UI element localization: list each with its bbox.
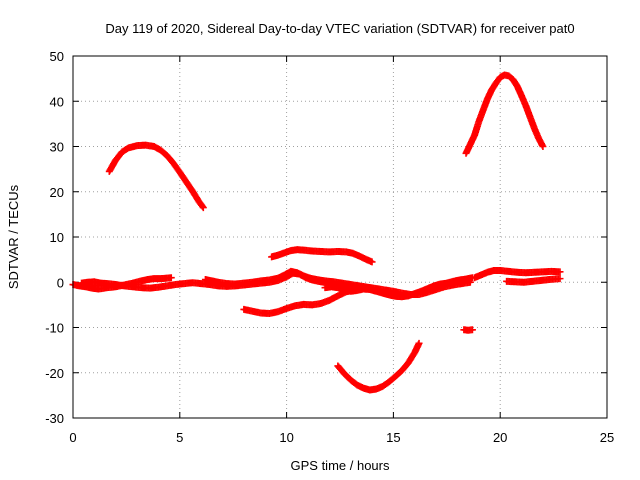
series-arc-11: [471, 266, 564, 282]
y-tick-label: 10: [50, 230, 64, 245]
x-tick-label: 0: [69, 430, 76, 445]
x-tick-label: 5: [176, 430, 183, 445]
x-axis-label: GPS time / hours: [291, 458, 390, 473]
series-arc-9: [334, 339, 423, 394]
series-arc-3: [268, 246, 376, 266]
y-tick-label: 50: [50, 49, 64, 64]
data-point: [351, 286, 359, 294]
x-tick-label: 20: [493, 430, 507, 445]
data-point: [167, 274, 175, 282]
series-arc-8: [240, 286, 359, 317]
y-axis-label: SDTVAR / TECUs: [6, 184, 21, 289]
series-arc-10: [460, 326, 476, 334]
data-point: [539, 143, 547, 150]
y-tick-label: 20: [50, 185, 64, 200]
y-tick-label: 30: [50, 140, 64, 155]
data-point: [368, 258, 376, 266]
data-points: [69, 71, 564, 394]
series-arc-7: [321, 274, 476, 301]
plot-frame: [72, 55, 608, 419]
data-point: [199, 204, 207, 212]
data-point: [198, 202, 206, 210]
chart-title: Day 119 of 2020, Sidereal Day-to-day VTE…: [105, 21, 574, 36]
axis-ticks: 0 5 10 15 20 25 -30 -20 -10 0 10 20 30 40 50: [45, 49, 614, 445]
series-arc-1: [105, 141, 207, 212]
data-point: [468, 326, 476, 334]
series-arc-2: [462, 71, 547, 157]
x-tick-label: 10: [279, 430, 293, 445]
y-tick-label: -10: [45, 321, 64, 336]
data-point: [556, 268, 564, 276]
data-point: [415, 339, 423, 347]
x-tick-label: 25: [600, 430, 614, 445]
y-tick-label: -30: [45, 411, 64, 426]
x-tick-label: 15: [386, 430, 400, 445]
y-tick-label: -20: [45, 366, 64, 381]
series-arc-12: [503, 275, 564, 286]
data-point: [556, 275, 564, 283]
y-tick-label: 0: [57, 275, 64, 290]
y-tick-label: 40: [50, 94, 64, 109]
